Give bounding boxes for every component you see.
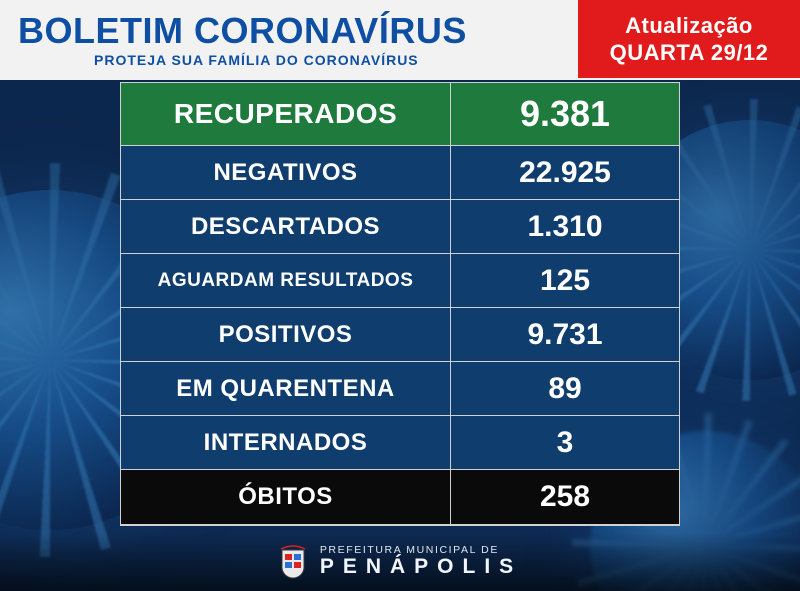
stats-table: RECUPERADOS 9.381 NEGATIVOS 22.925 DESCA… bbox=[120, 82, 680, 526]
value-recuperados: 9.381 bbox=[451, 83, 679, 145]
bulletin-canvas: BOLETIM CORONAVÍRUS PROTEJA SUA FAMÍLIA … bbox=[0, 0, 800, 591]
update-line-2: QUARTA 29/12 bbox=[610, 39, 769, 67]
row-quarentena: EM QUARENTENA 89 bbox=[121, 361, 679, 415]
label-internados: INTERNADOS bbox=[121, 416, 451, 469]
header-left: BOLETIM CORONAVÍRUS PROTEJA SUA FAMÍLIA … bbox=[0, 0, 578, 78]
row-obitos: ÓBITOS 258 bbox=[121, 469, 679, 524]
municipal-crest-icon bbox=[278, 544, 308, 580]
label-recuperados: RECUPERADOS bbox=[121, 83, 451, 145]
row-descartados: DESCARTADOS 1.310 bbox=[121, 199, 679, 253]
value-descartados: 1.310 bbox=[451, 200, 679, 253]
footer: PREFEITURA MUNICIPAL DE PENÁPOLIS bbox=[0, 533, 800, 591]
label-positivos: POSITIVOS bbox=[121, 308, 451, 361]
value-internados: 3 bbox=[451, 416, 679, 469]
value-quarentena: 89 bbox=[451, 362, 679, 415]
row-aguardam: AGUARDAM RESULTADOS 125 bbox=[121, 253, 679, 307]
bulletin-subtitle: PROTEJA SUA FAMÍLIA DO CORONAVÍRUS bbox=[18, 52, 560, 68]
label-quarentena: EM QUARENTENA bbox=[121, 362, 451, 415]
row-recuperados: RECUPERADOS 9.381 bbox=[121, 83, 679, 145]
update-badge: Atualização QUARTA 29/12 bbox=[578, 0, 800, 78]
label-aguardam: AGUARDAM RESULTADOS bbox=[121, 254, 451, 307]
value-positivos: 9.731 bbox=[451, 308, 679, 361]
row-positivos: POSITIVOS 9.731 bbox=[121, 307, 679, 361]
value-aguardam: 125 bbox=[451, 254, 679, 307]
label-descartados: DESCARTADOS bbox=[121, 200, 451, 253]
footer-line-2: PENÁPOLIS bbox=[320, 556, 522, 578]
label-obitos: ÓBITOS bbox=[121, 470, 451, 524]
row-internados: INTERNADOS 3 bbox=[121, 415, 679, 469]
row-negativos: NEGATIVOS 22.925 bbox=[121, 145, 679, 199]
header: BOLETIM CORONAVÍRUS PROTEJA SUA FAMÍLIA … bbox=[0, 0, 800, 78]
bulletin-title: BOLETIM CORONAVÍRUS bbox=[18, 10, 560, 52]
update-line-1: Atualização bbox=[625, 12, 753, 40]
label-negativos: NEGATIVOS bbox=[121, 146, 451, 199]
footer-text: PREFEITURA MUNICIPAL DE PENÁPOLIS bbox=[320, 545, 522, 578]
value-obitos: 258 bbox=[451, 470, 679, 524]
value-negativos: 22.925 bbox=[451, 146, 679, 199]
